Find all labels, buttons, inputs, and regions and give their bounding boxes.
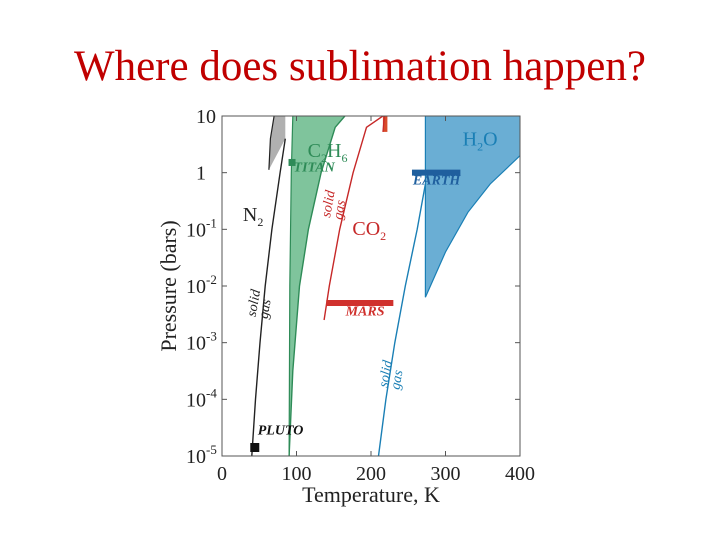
- label-text: C: [308, 140, 321, 162]
- co2-melt-curve: [382, 116, 385, 132]
- h2o-fill: [425, 116, 520, 298]
- n2-label: N2: [243, 204, 263, 229]
- y-tick-label: 10-1: [186, 215, 217, 241]
- c2h6-label: C2H6: [308, 140, 348, 165]
- label-text: N: [243, 204, 257, 226]
- pluto-marker: [250, 443, 260, 452]
- x-tick-label: 100: [282, 463, 312, 485]
- n2-solid-label: solid: [245, 287, 265, 317]
- tick-base: 10: [186, 276, 206, 298]
- label-text: CO: [352, 218, 380, 240]
- tick-exponent: -3: [206, 329, 217, 344]
- h2o-vapor-curve: [424, 155, 520, 298]
- titan-label: TITAN: [294, 161, 336, 176]
- y-tick-label: 10-2: [186, 272, 217, 298]
- tick-base: 10: [196, 106, 216, 128]
- y-tick-label: 10: [196, 106, 216, 128]
- n2-gas-label: gas: [256, 298, 274, 320]
- x-tick-label: 400: [505, 463, 535, 485]
- mars-label: MARS: [345, 304, 385, 319]
- label-text: H: [463, 128, 477, 150]
- co2-sublimation-curve: [323, 116, 384, 321]
- c2h6-melt-curve: [288, 116, 294, 456]
- co2-label: CO2: [352, 218, 386, 243]
- label-text: O: [483, 128, 497, 150]
- y-tick-label: 10-5: [186, 442, 217, 468]
- tick-exponent: -4: [206, 385, 217, 400]
- h2o-gas-label: gas: [388, 368, 406, 390]
- subscript: 2: [321, 151, 327, 165]
- y-axis-title: Pressure (bars): [156, 220, 181, 351]
- subscript: 2: [257, 215, 263, 229]
- titan-marker: [288, 158, 296, 166]
- h2o-sublimation-curve: [377, 183, 427, 456]
- planet-markers: TITAN EARTH MARS PLUTO: [250, 158, 462, 452]
- tick-base: 10: [186, 219, 206, 241]
- h2o-solid-label: solid: [377, 358, 397, 388]
- n2-fill: [268, 116, 286, 170]
- label-text: H: [327, 140, 341, 162]
- tick-exponent: -2: [206, 272, 217, 287]
- y-tick-label: 10-4: [186, 385, 217, 411]
- co2-solid-label: solid: [319, 188, 339, 218]
- tick-base: 1: [196, 163, 206, 185]
- x-tick-label: 300: [431, 463, 461, 485]
- pluto-label: PLUTO: [258, 423, 304, 438]
- phase-curves: [251, 116, 520, 456]
- tick-base: 10: [186, 446, 206, 468]
- slide-title: Where does sublimation happen?: [74, 43, 646, 90]
- subscript: 6: [341, 151, 347, 165]
- n2-sublimation-curve: [251, 138, 286, 456]
- co2-gas-label: gas: [331, 198, 349, 220]
- x-tick-label: 200: [356, 463, 386, 485]
- tick-base: 10: [186, 333, 206, 355]
- c2h6-fill: [289, 116, 345, 456]
- subscript: 2: [477, 139, 483, 153]
- y-tick-label: 1: [196, 163, 206, 185]
- x-tick-label: 0: [217, 463, 227, 485]
- n2-melt-curve: [268, 116, 275, 170]
- c2h6-sublimation-curve: [288, 116, 346, 456]
- tick-base: 10: [186, 389, 206, 411]
- x-axis-title: Temperature, K: [302, 482, 440, 507]
- y-tick-label: 10-3: [186, 329, 217, 355]
- h2o-label: H2O: [463, 128, 498, 153]
- tick-exponent: -1: [206, 215, 217, 230]
- subscript: 2: [380, 229, 386, 243]
- tick-exponent: -5: [206, 442, 217, 457]
- earth-label: EARTH: [412, 174, 462, 189]
